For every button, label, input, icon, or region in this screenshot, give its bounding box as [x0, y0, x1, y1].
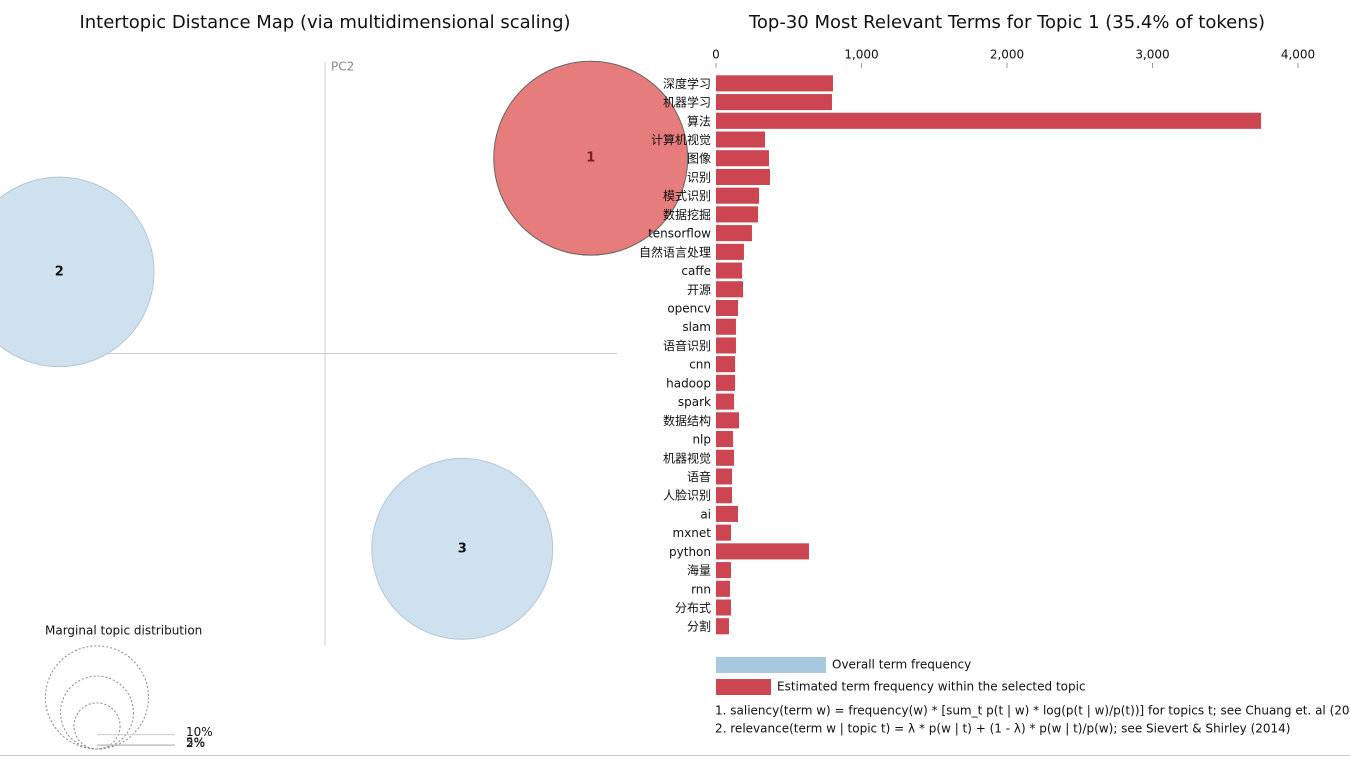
bar	[716, 168, 770, 185]
term-label[interactable]: 机器学习	[663, 95, 711, 110]
size-legend-label: 10%	[186, 725, 213, 739]
term-label[interactable]: rnn	[691, 582, 711, 596]
term-label[interactable]: ai	[700, 507, 711, 521]
term-label[interactable]: 人脸识别	[663, 489, 711, 503]
bar	[716, 318, 736, 335]
term-label[interactable]: 深度学习	[663, 76, 711, 91]
term-label[interactable]: spark	[678, 395, 711, 409]
term-label[interactable]: 机器视觉	[663, 450, 711, 465]
term-label[interactable]: 图像	[687, 152, 711, 166]
map-title: Intertopic Distance Map (via multidimens…	[79, 12, 570, 33]
topic-label: 2	[55, 264, 64, 279]
size-legend-circle	[44, 645, 150, 750]
term-label[interactable]: python	[669, 545, 711, 559]
bar	[716, 487, 733, 504]
term-label[interactable]: 开源	[687, 283, 711, 297]
term-label[interactable]: 分布式	[675, 601, 711, 615]
bar	[716, 262, 743, 279]
legend-label: Overall term frequency	[832, 658, 971, 672]
term-label[interactable]: 计算机视觉	[651, 132, 711, 147]
bar	[716, 374, 736, 391]
term-label[interactable]: hadoop	[666, 376, 711, 390]
size-legend-label: 2%	[186, 736, 205, 750]
bar	[716, 94, 832, 111]
term-label[interactable]: 分割	[687, 619, 711, 634]
x-tick-label: 2,000	[990, 48, 1024, 62]
bar	[716, 431, 734, 448]
x-tick-label: 3,000	[1135, 48, 1169, 62]
size-legend-label: 5%	[186, 735, 205, 749]
footnote: 2. relevance(term w | topic t) = λ * p(w…	[715, 722, 1290, 736]
term-label[interactable]: caffe	[681, 264, 711, 278]
term-label[interactable]: 数据挖掘	[663, 207, 711, 222]
bar	[716, 206, 759, 223]
term-label[interactable]: mxnet	[673, 526, 712, 540]
term-label[interactable]: 模式识别	[663, 189, 711, 203]
bar	[716, 393, 735, 410]
size-legend-circle	[60, 675, 134, 750]
bar	[716, 412, 739, 429]
term-label[interactable]: 海量	[687, 563, 711, 578]
size-legend-title: Marginal topic distribution	[45, 624, 202, 638]
bar	[716, 243, 744, 260]
x-tick-label: 4,000	[1281, 48, 1315, 62]
bar	[716, 281, 744, 298]
bar	[716, 580, 730, 597]
bar	[716, 112, 1262, 129]
bar	[716, 562, 731, 579]
legend-label: Estimated term frequency within the sele…	[777, 680, 1086, 694]
term-label[interactable]: cnn	[689, 358, 711, 372]
bar	[716, 524, 731, 541]
term-label[interactable]: 自然语言处理	[639, 244, 711, 259]
term-label[interactable]: 算法	[687, 113, 711, 128]
bar	[716, 449, 735, 466]
legend-swatch	[716, 657, 826, 673]
term-label[interactable]: opencv	[667, 302, 711, 316]
bar	[716, 225, 752, 242]
topic-label: 1	[586, 151, 595, 166]
legend-swatch	[716, 679, 771, 695]
topic-bubble[interactable]	[371, 457, 554, 640]
bar	[716, 187, 760, 204]
term-label[interactable]: 识别	[687, 170, 711, 184]
footnote: 1. saliency(term w) = frequency(w) * [su…	[715, 704, 1350, 718]
bar	[716, 356, 736, 373]
term-label[interactable]: 数据结构	[663, 413, 711, 428]
topic-label: 3	[458, 541, 467, 556]
bar	[716, 150, 769, 167]
bar	[716, 599, 731, 616]
topic-bubble[interactable]	[493, 60, 689, 256]
term-label[interactable]: slam	[682, 320, 711, 334]
bar	[716, 468, 733, 485]
bar	[716, 505, 738, 522]
bar	[716, 543, 809, 560]
term-label[interactable]: tensorflow	[648, 227, 711, 241]
topic-bubble[interactable]	[0, 176, 155, 368]
size-legend-circle	[73, 702, 121, 750]
bar-title: Top-30 Most Relevant Terms for Topic 1 (…	[748, 12, 1265, 33]
term-label[interactable]: 语音识别	[663, 338, 711, 353]
pc2-label: PC2	[331, 60, 354, 74]
bar	[716, 337, 736, 354]
x-tick-label: 0	[712, 48, 720, 62]
x-tick-label: 1,000	[844, 48, 878, 62]
bar	[716, 300, 738, 316]
bar	[716, 131, 766, 148]
term-label[interactable]: nlp	[692, 433, 711, 447]
term-label[interactable]: 语音	[687, 469, 711, 484]
bar	[716, 75, 833, 92]
bar	[716, 618, 729, 635]
